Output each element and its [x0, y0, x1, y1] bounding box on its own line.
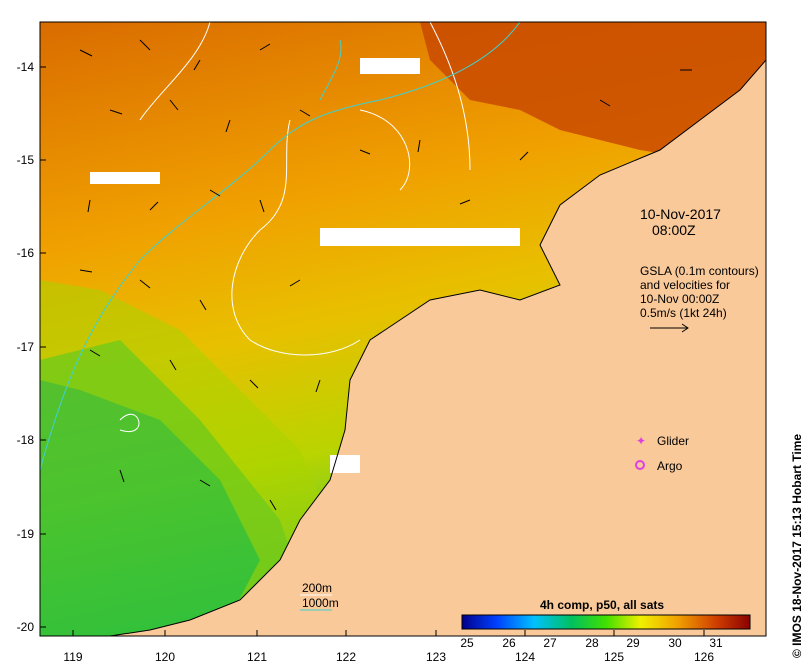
colorbar-tick: 29 [626, 636, 640, 650]
info-line: and velocities for [640, 278, 731, 292]
colorbar-tick: 25 [460, 636, 474, 650]
colorbar [461, 614, 751, 630]
colorbar-tick: 31 [709, 636, 723, 650]
velocity-scale-arrow [650, 323, 689, 333]
y-tick-label: -18 [16, 433, 34, 447]
cloud-gap [320, 228, 520, 246]
land-mass [110, 60, 766, 636]
cloud-gap [90, 172, 160, 184]
y-tick-label: -14 [16, 60, 34, 74]
cool-water-patch [40, 340, 300, 636]
x-tick-label: 119 [63, 650, 83, 664]
colorbar-tick: 28 [585, 636, 599, 650]
y-tick-marks [40, 66, 46, 628]
x-tick-label: 125 [603, 650, 625, 664]
info-line: 10-Nov 00:00Z [640, 292, 720, 306]
legend-200m-label: 200m [302, 581, 333, 595]
copyright-stamp: © IMOS 18-Nov-2017 15:13 Hobart Time [790, 433, 804, 658]
x-tick-label: 124 [514, 650, 536, 664]
argo-marker [635, 460, 645, 470]
colorbar-title: 4h comp, p50, all sats [540, 598, 665, 612]
legend-argo-label: Argo [657, 459, 683, 473]
glider-marker: ✦ [636, 434, 646, 448]
contour-200m [119, 22, 471, 433]
colorbar-tick: 26 [502, 636, 516, 650]
warm-water-patch [420, 22, 766, 170]
plot-frame [39, 21, 767, 637]
y-tick-label: -19 [16, 527, 34, 541]
legend-glider-label: Glider [657, 434, 690, 448]
x-tick-label: 121 [246, 650, 268, 664]
x-tick-marks [72, 630, 705, 636]
velocity-arrows [79, 39, 692, 511]
y-tick-label: -20 [16, 620, 34, 634]
legend-1000m-label: 1000m [302, 596, 339, 610]
y-tick-label: -16 [16, 246, 34, 260]
x-tick-label: 122 [335, 650, 357, 664]
colorbar-tick: 30 [668, 636, 682, 650]
info-line: 0.5m/s (1kt 24h) [640, 306, 727, 320]
coastline [109, 59, 766, 636]
x-tick-label: 120 [154, 650, 176, 664]
cloud-gap [360, 58, 420, 74]
colorbar-tick: 27 [543, 636, 557, 650]
map-time: 08:00Z [652, 222, 696, 238]
x-tick-label: 123 [425, 650, 447, 664]
y-tick-label: -15 [16, 153, 34, 167]
x-tick-label: 126 [693, 650, 715, 664]
contour-1000m [40, 22, 521, 471]
cloud-gap [330, 455, 360, 473]
info-line: GSLA (0.1m contours) [640, 264, 759, 278]
mid-cool-patch [40, 280, 330, 636]
map-date: 10-Nov-2017 [640, 206, 721, 222]
y-tick-label: -17 [16, 340, 34, 354]
